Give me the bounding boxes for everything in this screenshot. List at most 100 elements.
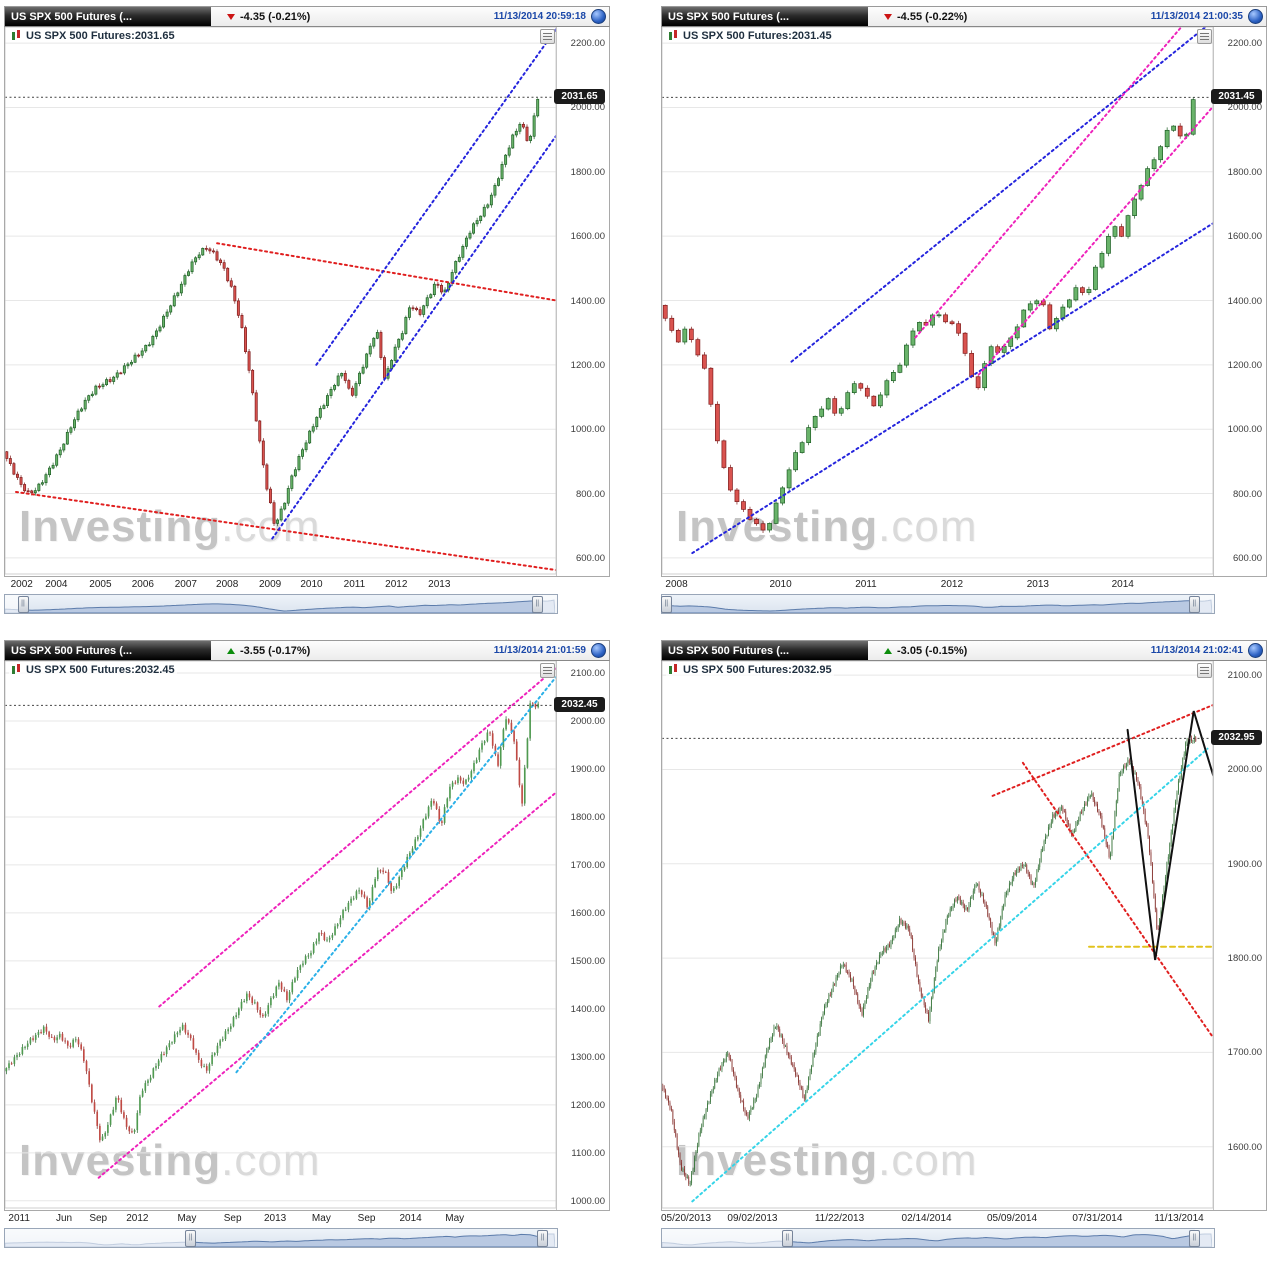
y-axis-label: 1900.00 bbox=[570, 763, 605, 775]
navigator[interactable] bbox=[4, 1228, 558, 1248]
instrument-title[interactable]: US SPX 500 Futures (... bbox=[662, 641, 868, 660]
navigator-area-chart bbox=[662, 599, 1212, 613]
x-axis-label: May bbox=[311, 1213, 331, 1224]
x-axis-label: 11/22/2013 bbox=[814, 1213, 865, 1224]
series-legend: US SPX 500 Futures:2031.45 bbox=[666, 30, 834, 42]
y-axis-label: 1500.00 bbox=[570, 955, 605, 967]
chart-area[interactable]: Investing.com US SPX 500 Futures:2031.65… bbox=[4, 27, 610, 577]
panel-titlebar: US SPX 500 Futures (... -4.35 (-0.21%) 1… bbox=[4, 6, 610, 27]
y-axis: 2031.65 600.00 800.00 1000.00 1200.00 1400.0… bbox=[554, 27, 609, 576]
x-axis-label: 2013 bbox=[1026, 579, 1049, 590]
globe-icon[interactable] bbox=[1248, 9, 1263, 24]
navigator-shade-left bbox=[662, 1229, 786, 1247]
y-axis: 2031.45 600.00 800.00 1000.00 1200.00 1400.0… bbox=[1211, 27, 1266, 576]
y-axis-label: 1600.00 bbox=[570, 907, 605, 919]
timestamp: 11/13/2014 20:59:18 bbox=[493, 11, 586, 22]
candlestick-chart bbox=[662, 661, 1264, 1209]
y-axis-label: 1300.00 bbox=[570, 1051, 605, 1063]
titlebar-right: 11/13/2014 21:00:35 bbox=[1151, 9, 1266, 24]
price-change: -3.55 (-0.17%) bbox=[227, 645, 310, 657]
x-axis-label: 2010 bbox=[300, 579, 323, 590]
instrument-title[interactable]: US SPX 500 Futures (... bbox=[5, 7, 211, 26]
navigator-right-handle[interactable] bbox=[1188, 596, 1200, 613]
instrument-title[interactable]: US SPX 500 Futures (... bbox=[5, 641, 211, 660]
price-change: -4.35 (-0.21%) bbox=[227, 11, 310, 23]
navigator[interactable] bbox=[660, 594, 1215, 614]
navigator[interactable] bbox=[4, 594, 558, 614]
x-axis: 05/20/2013 09/02/2013 11/22/2013 02/14/2014… bbox=[661, 1211, 1215, 1226]
globe-icon[interactable] bbox=[1248, 643, 1263, 658]
chart-panel-top-right: US SPX 500 Futures (... -4.55 (-0.22%) 1… bbox=[660, 6, 1267, 614]
chart-menu-icon[interactable] bbox=[1197, 663, 1212, 678]
globe-icon[interactable] bbox=[591, 643, 606, 658]
y-axis-label: 2000.00 bbox=[1227, 764, 1262, 776]
x-axis-label: 2009 bbox=[259, 579, 282, 590]
x-axis: 2002 2004 2005 2006 2007 2008 2009 2010 2011 2012… bbox=[4, 577, 558, 592]
chart-panel-top-left: US SPX 500 Futures (... -4.35 (-0.21%) 1… bbox=[4, 6, 610, 614]
y-axis-label: 1600.00 bbox=[570, 231, 605, 243]
x-axis-label: Sep bbox=[223, 1213, 242, 1224]
y-axis-label: 2100.00 bbox=[570, 667, 605, 679]
plot-area[interactable]: Investing.com US SPX 500 Futures:2032.45 bbox=[5, 661, 574, 1210]
series-legend: US SPX 500 Futures:2031.65 bbox=[9, 30, 177, 42]
investing-watermark: Investing.com bbox=[676, 1136, 978, 1185]
y-axis-label: 1000.00 bbox=[570, 1195, 605, 1207]
timestamp: 11/13/2014 21:00:35 bbox=[1150, 11, 1243, 22]
change-text: -4.55 (-0.22%) bbox=[897, 10, 968, 23]
titlebar-right: 11/13/2014 21:01:59 bbox=[494, 643, 609, 658]
navigator-left-handle[interactable] bbox=[17, 596, 29, 613]
candlestick-icon bbox=[11, 664, 22, 676]
navigator[interactable] bbox=[661, 1228, 1215, 1248]
price-change: -3.05 (-0.15%) bbox=[884, 645, 967, 657]
navigator-left-handle[interactable] bbox=[660, 596, 672, 613]
y-axis-label: 2000.00 bbox=[1227, 102, 1262, 114]
x-axis-label: 11/13/2014 bbox=[1154, 1213, 1204, 1224]
y-axis-label: 800.00 bbox=[575, 488, 605, 500]
chart-area[interactable]: Investing.com US SPX 500 Futures:2032.95… bbox=[661, 661, 1267, 1211]
chart-menu-icon[interactable] bbox=[1197, 29, 1212, 44]
x-axis-label: May bbox=[445, 1213, 465, 1224]
navigator-right-handle[interactable] bbox=[531, 596, 543, 613]
series-legend-text: US SPX 500 Futures:2031.65 bbox=[26, 30, 175, 42]
navigator-left-handle[interactable] bbox=[185, 1230, 197, 1247]
x-axis-label: 09/02/2013 bbox=[727, 1213, 778, 1224]
x-axis-label: 07/31/2014 bbox=[1072, 1213, 1123, 1224]
y-axis-label: 1400.00 bbox=[1227, 295, 1262, 307]
x-axis-label: 2011 bbox=[855, 579, 877, 590]
navigator-right-handle[interactable] bbox=[1188, 1230, 1200, 1247]
x-axis: 2008 2010 2011 2012 2013 2014 bbox=[661, 577, 1215, 592]
y-axis-label: 1600.00 bbox=[1227, 231, 1262, 243]
change-text: -3.05 (-0.15%) bbox=[897, 644, 968, 657]
x-axis-label: 2012 bbox=[385, 579, 408, 590]
x-axis-label: 2005 bbox=[89, 579, 112, 590]
chart-panel-bottom-left: US SPX 500 Futures (... -3.55 (-0.17%) 1… bbox=[4, 640, 610, 1248]
x-axis-label: Sep bbox=[357, 1213, 376, 1224]
x-axis-label: 2007 bbox=[174, 579, 197, 590]
change-direction-icon bbox=[227, 13, 235, 20]
globe-icon[interactable] bbox=[591, 9, 606, 24]
x-axis-label: 2011 bbox=[343, 579, 366, 590]
x-axis-label: 2012 bbox=[126, 1213, 149, 1224]
x-axis-label: Sep bbox=[89, 1213, 108, 1224]
y-axis-label: 1400.00 bbox=[570, 1003, 605, 1015]
plot-area[interactable]: Investing.com US SPX 500 Futures:2031.65 bbox=[5, 27, 596, 576]
instrument-title[interactable]: US SPX 500 Futures (... bbox=[662, 7, 868, 26]
plot-area[interactable]: Investing.com US SPX 500 Futures:2031.45 bbox=[662, 27, 1248, 576]
y-axis-label: 1100.00 bbox=[571, 1147, 605, 1159]
y-axis-label: 1800.00 bbox=[1227, 953, 1262, 965]
x-axis: 2011 Jun Sep 2012 May Sep 2013 May Sep 2014 May bbox=[4, 1211, 558, 1226]
change-text: -3.55 (-0.17%) bbox=[240, 644, 311, 657]
chart-area[interactable]: Investing.com US SPX 500 Futures:2032.45… bbox=[4, 661, 610, 1211]
candlestick-chart bbox=[5, 661, 574, 1209]
y-axis-label: 1200.00 bbox=[1227, 359, 1262, 371]
x-axis-label: 2010 bbox=[769, 579, 792, 590]
investing-watermark: Investing.com bbox=[19, 1136, 321, 1185]
x-axis-label: 02/14/2014 bbox=[901, 1213, 952, 1224]
chart-menu-icon[interactable] bbox=[540, 29, 555, 44]
plot-area[interactable]: Investing.com US SPX 500 Futures:2032.95 bbox=[662, 661, 1264, 1210]
navigator-left-handle[interactable] bbox=[781, 1230, 793, 1247]
chart-menu-icon[interactable] bbox=[540, 663, 555, 678]
y-axis-label: 1600.00 bbox=[1227, 1141, 1262, 1153]
chart-area[interactable]: Investing.com US SPX 500 Futures:2031.45… bbox=[661, 27, 1267, 577]
navigator-right-handle[interactable] bbox=[537, 1230, 549, 1247]
